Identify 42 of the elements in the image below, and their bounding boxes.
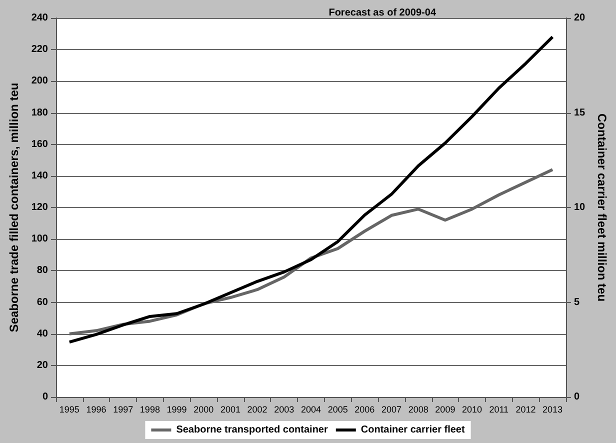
y-tick-label: 220 (31, 44, 48, 56)
x-tick-label: 2007 (381, 404, 402, 414)
y2-tick-label: 10 (574, 202, 586, 213)
x-tick-label: 1997 (113, 404, 134, 414)
x-tick-label: 2000 (194, 404, 214, 414)
x-tick-label: 2008 (408, 404, 428, 414)
x-tick-label: 2012 (516, 404, 536, 414)
y2-axis-title: Container carrier fleet million teu (595, 113, 609, 302)
y-tick-label: 240 (31, 12, 48, 24)
x-tick-label: 2006 (354, 404, 375, 414)
y-tick-label: 120 (31, 202, 48, 213)
x-tick-label: 2011 (489, 404, 509, 414)
y2-tick-label: 20 (574, 12, 586, 24)
x-tick-label: 2009 (435, 404, 456, 414)
x-tick-label: 1995 (59, 404, 80, 414)
y-tick-label: 140 (31, 170, 48, 182)
y-tick-label: 20 (36, 360, 48, 371)
x-tick-label: 2001 (220, 404, 240, 414)
y-tick-label: 160 (31, 138, 48, 150)
y-tick-label: 100 (31, 234, 48, 245)
y-tick-label: 80 (36, 265, 48, 276)
y-axis-title: Seaborne trade filled containers, million teu (7, 82, 21, 332)
y2-tick-label: 0 (574, 392, 580, 402)
x-tick-label: 1998 (140, 404, 160, 414)
x-tick-label: 1996 (86, 404, 106, 414)
x-tick-label: 1999 (166, 404, 187, 414)
y-tick-label: 180 (31, 107, 48, 118)
legend-label: Seaborne transported container (176, 424, 328, 436)
y-tick-label: 0 (42, 392, 48, 402)
x-tick-label: 2005 (328, 404, 348, 414)
x-tick-label: 2002 (247, 404, 268, 414)
y-tick-label: 40 (36, 328, 48, 340)
y-tick-label: 60 (36, 296, 48, 308)
y-tick-label: 200 (31, 76, 48, 87)
x-tick-label: 2003 (274, 404, 294, 414)
y2-tick-label: 15 (574, 107, 586, 118)
x-tick-label: 2013 (542, 404, 563, 414)
x-tick-label: 2010 (462, 404, 482, 414)
legend-label: Container carrier fleet (360, 424, 466, 436)
x-tick-label: 2004 (300, 404, 322, 414)
annotation: Forecast as of 2009-04 (328, 8, 436, 18)
y2-tick-label: 5 (574, 296, 580, 308)
